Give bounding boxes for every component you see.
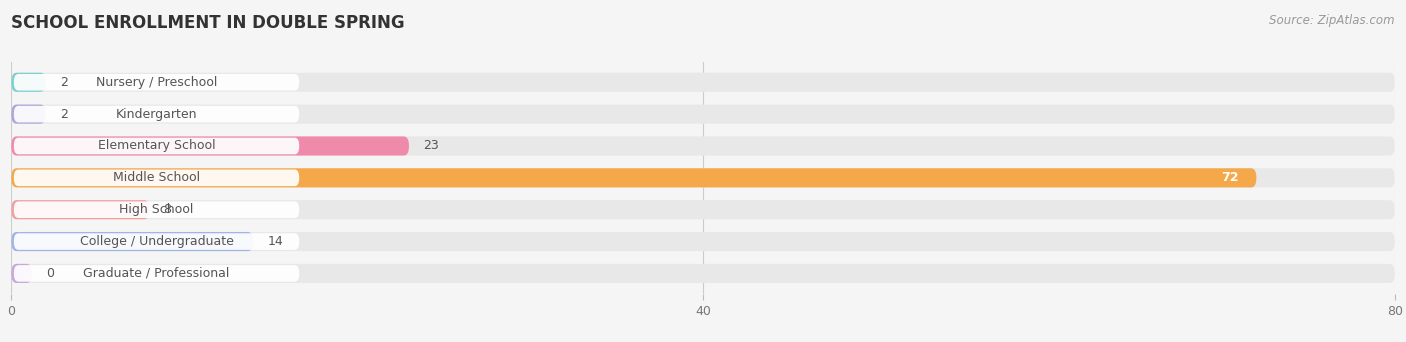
FancyBboxPatch shape xyxy=(14,233,299,250)
Text: Source: ZipAtlas.com: Source: ZipAtlas.com xyxy=(1270,14,1395,27)
FancyBboxPatch shape xyxy=(14,74,299,91)
Text: 2: 2 xyxy=(59,108,67,121)
FancyBboxPatch shape xyxy=(11,200,1395,219)
Text: 8: 8 xyxy=(163,203,172,216)
FancyBboxPatch shape xyxy=(11,136,409,156)
FancyBboxPatch shape xyxy=(14,138,299,154)
Text: 23: 23 xyxy=(423,140,439,153)
FancyBboxPatch shape xyxy=(14,170,299,186)
FancyBboxPatch shape xyxy=(14,201,299,218)
Text: Nursery / Preschool: Nursery / Preschool xyxy=(96,76,217,89)
FancyBboxPatch shape xyxy=(11,168,1395,187)
Text: Kindergarten: Kindergarten xyxy=(115,108,197,121)
FancyBboxPatch shape xyxy=(11,232,1395,251)
FancyBboxPatch shape xyxy=(11,105,46,124)
Text: Elementary School: Elementary School xyxy=(97,140,215,153)
Text: High School: High School xyxy=(120,203,194,216)
FancyBboxPatch shape xyxy=(14,106,299,122)
FancyBboxPatch shape xyxy=(11,73,1395,92)
FancyBboxPatch shape xyxy=(11,73,46,92)
FancyBboxPatch shape xyxy=(11,105,1395,124)
Text: 72: 72 xyxy=(1222,171,1239,184)
Text: 0: 0 xyxy=(46,267,53,280)
Text: College / Undergraduate: College / Undergraduate xyxy=(80,235,233,248)
FancyBboxPatch shape xyxy=(11,264,1395,283)
FancyBboxPatch shape xyxy=(11,168,1257,187)
Text: SCHOOL ENROLLMENT IN DOUBLE SPRING: SCHOOL ENROLLMENT IN DOUBLE SPRING xyxy=(11,14,405,32)
FancyBboxPatch shape xyxy=(11,136,1395,156)
Text: Graduate / Professional: Graduate / Professional xyxy=(83,267,229,280)
FancyBboxPatch shape xyxy=(14,265,299,282)
Text: Middle School: Middle School xyxy=(112,171,200,184)
FancyBboxPatch shape xyxy=(11,232,253,251)
Text: 2: 2 xyxy=(59,76,67,89)
FancyBboxPatch shape xyxy=(11,264,32,283)
FancyBboxPatch shape xyxy=(11,200,149,219)
Text: 14: 14 xyxy=(267,235,283,248)
